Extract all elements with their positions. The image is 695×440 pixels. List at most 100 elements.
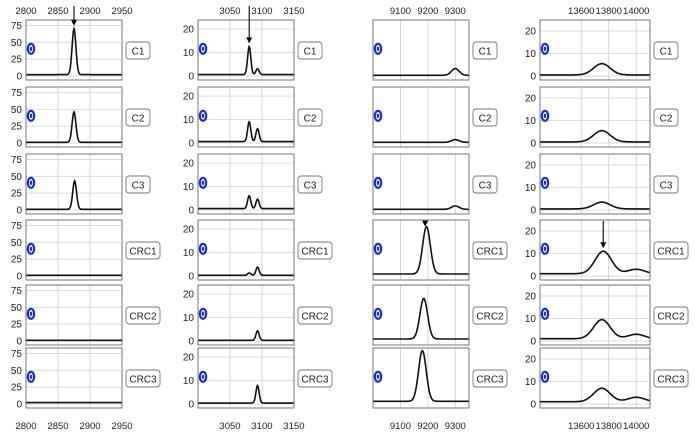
panel-frame <box>25 347 123 409</box>
series-label: CRC1 <box>657 247 685 258</box>
blue-ring-icon-core <box>543 180 547 185</box>
series-label: C2 <box>304 114 317 125</box>
y-tick-label: 0 <box>530 139 536 150</box>
panel-crc3: CRC3 <box>372 347 508 409</box>
y-tick-label: 10 <box>183 313 195 324</box>
y-tick-label: 25 <box>11 55 23 66</box>
spectrum-line <box>540 387 651 403</box>
series-label-box <box>472 41 498 60</box>
y-tick-label: 25 <box>11 383 23 394</box>
panel-crc3: 0 25 50 75 CRC3 <box>11 347 161 411</box>
panel-frame <box>197 86 295 148</box>
spectrum-line <box>540 318 651 340</box>
y-tick-label: 0 <box>188 400 194 411</box>
series-label: C3 <box>479 181 492 192</box>
x-tick-label-top: 9300 <box>445 6 466 17</box>
panel-crc3: 0 10 20 CRC3 <box>525 347 689 411</box>
blue-ring-icon <box>540 109 550 122</box>
y-tick-label: 50 <box>11 366 23 377</box>
chart-column-2: 3050 3100 3150 3050 3100 3150 0 10 20 C1 0 10 20 C2 0 1… <box>183 6 333 432</box>
series-label: CRC3 <box>476 375 504 386</box>
blue-ring-icon <box>198 176 208 189</box>
blue-ring-icon <box>373 370 383 383</box>
y-tick-label: 20 <box>525 227 537 238</box>
y-tick-label: 20 <box>525 355 537 366</box>
panel-crc1: 0 25 50 75 CRC1 <box>11 219 161 283</box>
series-label-box <box>653 41 679 60</box>
x-tick-label-top: 2900 <box>79 6 100 17</box>
panel-c1: 0 10 20 C1 <box>525 19 679 83</box>
y-tick-label: 75 <box>11 21 23 32</box>
series-label: CRC3 <box>657 375 685 386</box>
blue-ring-icon-core <box>201 46 205 51</box>
blue-ring-icon-core <box>376 374 380 379</box>
blue-ring-icon <box>540 42 550 55</box>
panel-frame <box>197 153 295 215</box>
y-tick-label: 10 <box>525 49 537 60</box>
x-tick-label-bottom: 9200 <box>417 421 438 432</box>
x-tick-label-bottom: 3150 <box>283 421 304 432</box>
x-tick-label-bottom: 13800 <box>596 421 622 432</box>
y-tick-label: 20 <box>183 159 195 170</box>
series-label-box <box>297 306 333 325</box>
series-label-box <box>125 41 151 60</box>
series-label: C3 <box>304 181 317 192</box>
down-arrow-icon-head <box>246 37 253 44</box>
blue-ring-icon <box>198 242 208 255</box>
y-tick-label: 20 <box>525 27 537 38</box>
panel-c3: 0 10 20 C3 <box>525 153 679 217</box>
series-label-box <box>297 41 323 60</box>
panel-crc2: 0 25 50 75 CRC2 <box>11 284 161 348</box>
blue-ring-icon <box>26 370 36 383</box>
series-label: C1 <box>304 47 317 58</box>
panel-crc3: 0 10 20 CRC3 <box>183 347 333 411</box>
blue-ring-icon-core <box>29 180 33 185</box>
blue-ring-icon-core <box>543 246 547 251</box>
blue-ring-icon-core <box>29 246 33 251</box>
down-arrow-icon-head <box>71 19 77 26</box>
y-tick-label: 0 <box>188 72 194 83</box>
y-tick-label: 10 <box>525 116 537 127</box>
series-label-box <box>653 306 689 325</box>
blue-ring-icon <box>540 176 550 189</box>
x-tick-label-bottom: 2850 <box>47 421 68 432</box>
y-tick-label: 10 <box>525 377 537 388</box>
panel-c2: 0 10 20 C2 <box>183 86 323 150</box>
panel-frame <box>25 153 123 215</box>
y-tick-label: 10 <box>183 376 195 387</box>
panel-frame <box>539 284 651 346</box>
chart-column-1: 2800 2850 2900 2950 2800 2850 2900 2950 0 25 50 75 C… <box>11 6 161 432</box>
panel-c1: 0 25 50 75 C1 <box>11 6 151 83</box>
spectrum-line <box>198 194 294 210</box>
blue-ring-icon <box>26 307 36 320</box>
y-tick-label: 10 <box>183 248 195 259</box>
y-tick-label: 25 <box>11 122 23 133</box>
y-tick-label: 75 <box>11 221 23 232</box>
blue-ring-icon <box>26 42 36 55</box>
series-label-box <box>472 369 508 388</box>
panel-frame <box>372 219 470 281</box>
x-tick-label-bottom: 3100 <box>251 421 272 432</box>
blue-ring-icon-core <box>376 113 380 119</box>
x-tick-label-bottom: 13600 <box>568 421 594 432</box>
x-tick-label-top: 2950 <box>111 6 132 17</box>
panel-frame <box>25 284 123 346</box>
blue-ring-icon-core <box>29 311 33 316</box>
y-tick-label: 0 <box>16 72 22 83</box>
panel-frame <box>539 153 651 215</box>
series-label: C1 <box>660 47 673 58</box>
spectrum-line <box>26 109 122 144</box>
series-label: C1 <box>479 47 492 58</box>
y-tick-label: 25 <box>11 255 23 266</box>
panel-crc2: 0 10 20 CRC2 <box>183 284 333 348</box>
y-tick-label: 10 <box>525 314 537 325</box>
panel-c1: 0 10 20 C1 <box>183 6 323 83</box>
y-tick-label: 0 <box>16 337 22 348</box>
series-label-box <box>653 369 689 388</box>
panel-c1: C1 <box>372 19 498 81</box>
blue-ring-icon-core <box>201 311 205 316</box>
x-tick-label-top: 14000 <box>623 6 649 17</box>
y-tick-label: 75 <box>11 88 23 99</box>
y-tick-label: 0 <box>530 400 536 411</box>
